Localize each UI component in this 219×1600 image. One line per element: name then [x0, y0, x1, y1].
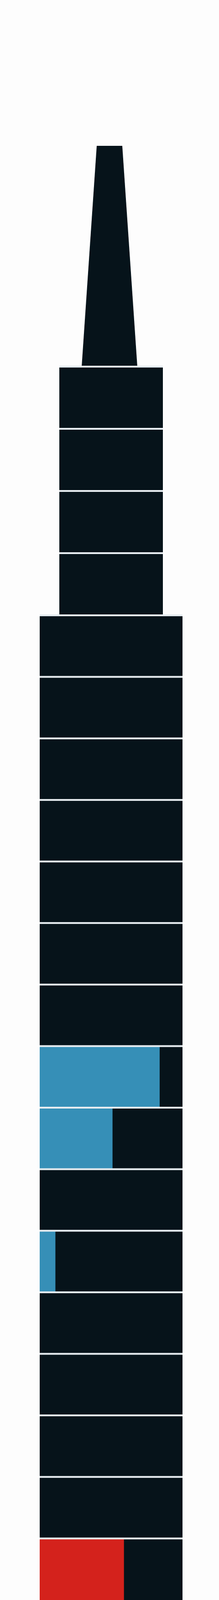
separator	[59, 427, 163, 429]
bar	[39, 1043, 160, 1106]
bar-group	[39, 1043, 160, 1106]
floor	[39, 921, 183, 983]
floor	[39, 675, 183, 738]
separator	[59, 551, 163, 553]
bar	[39, 921, 41, 983]
floor	[39, 1228, 183, 1290]
bar	[39, 736, 41, 799]
separator	[59, 489, 163, 491]
bar	[59, 552, 60, 615]
floors	[39, 365, 183, 1597]
floor	[59, 490, 163, 553]
floor	[39, 736, 183, 799]
bar	[39, 1535, 125, 1597]
separator	[39, 735, 183, 738]
floor	[39, 982, 183, 1045]
separator	[39, 613, 183, 616]
floor	[39, 1105, 183, 1168]
separator	[39, 1104, 183, 1107]
spire	[81, 145, 138, 366]
bar	[39, 675, 41, 738]
bar	[39, 614, 41, 676]
separator	[39, 1534, 183, 1537]
floor	[39, 860, 183, 922]
floor	[39, 1167, 183, 1229]
separator	[39, 1166, 183, 1168]
bar	[39, 1412, 41, 1475]
separator	[39, 1288, 183, 1291]
bar	[39, 1474, 41, 1536]
floor	[39, 1474, 183, 1536]
bars	[39, 1043, 160, 1597]
separator	[39, 1350, 183, 1353]
floor	[39, 614, 183, 676]
bar	[39, 798, 41, 861]
separator	[39, 797, 183, 800]
bar-group	[39, 1535, 125, 1597]
floor	[39, 1412, 183, 1475]
separator	[39, 1042, 183, 1045]
bar	[59, 427, 60, 491]
separator	[39, 1411, 183, 1414]
floor	[39, 1351, 183, 1414]
floor	[59, 365, 163, 428]
floor	[59, 552, 163, 615]
separator	[39, 674, 183, 677]
floor	[39, 1043, 183, 1106]
bar	[39, 1228, 56, 1290]
separator	[39, 981, 183, 984]
separator	[39, 859, 183, 861]
floor	[39, 1289, 183, 1352]
floor	[59, 427, 163, 491]
floor	[39, 798, 183, 861]
bar	[39, 1105, 113, 1168]
bar	[59, 365, 60, 428]
bar	[39, 1289, 41, 1352]
bar	[39, 1167, 41, 1229]
bar	[39, 982, 41, 1045]
tower-chart	[0, 0, 219, 1597]
floor	[39, 1535, 183, 1597]
bar	[59, 490, 60, 553]
bar-group	[39, 1105, 113, 1168]
bar	[39, 1351, 41, 1414]
bar	[39, 860, 41, 922]
bar-group	[39, 1228, 56, 1290]
separator	[39, 1227, 183, 1230]
separator	[39, 920, 183, 923]
separators	[39, 365, 183, 1537]
separator	[59, 365, 163, 367]
separator	[39, 1473, 183, 1476]
